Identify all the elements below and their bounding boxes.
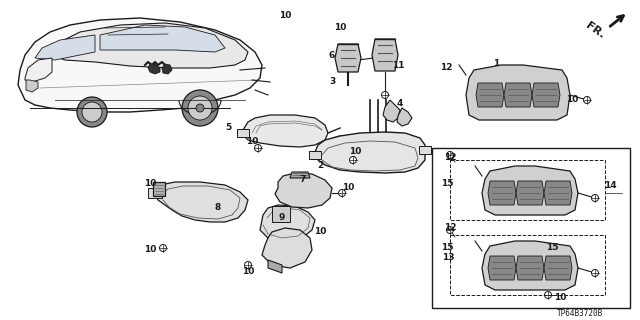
- Polygon shape: [162, 64, 172, 74]
- Text: 5: 5: [225, 123, 231, 132]
- Polygon shape: [153, 182, 165, 196]
- Polygon shape: [482, 241, 578, 290]
- Text: 10: 10: [242, 268, 254, 276]
- Text: FR.: FR.: [584, 20, 606, 40]
- Polygon shape: [35, 35, 95, 60]
- Text: 10: 10: [554, 293, 566, 302]
- Text: 10: 10: [314, 228, 326, 236]
- Text: 15: 15: [441, 179, 453, 188]
- Circle shape: [339, 189, 346, 196]
- Circle shape: [545, 292, 552, 299]
- Circle shape: [447, 151, 454, 158]
- Text: 10: 10: [279, 11, 291, 20]
- Text: 2: 2: [317, 161, 323, 170]
- Polygon shape: [482, 166, 578, 215]
- Polygon shape: [544, 181, 572, 205]
- Circle shape: [244, 261, 252, 268]
- Polygon shape: [26, 80, 38, 92]
- Text: 1: 1: [493, 59, 499, 68]
- Polygon shape: [275, 173, 332, 208]
- Text: 12: 12: [444, 154, 456, 163]
- Circle shape: [77, 97, 107, 127]
- Circle shape: [182, 90, 218, 126]
- Polygon shape: [372, 39, 398, 71]
- Text: 15: 15: [441, 244, 453, 252]
- Circle shape: [447, 227, 454, 234]
- Text: 10: 10: [342, 182, 354, 191]
- Text: 10: 10: [246, 138, 258, 147]
- Circle shape: [82, 102, 102, 122]
- Polygon shape: [335, 44, 361, 72]
- Polygon shape: [262, 228, 312, 268]
- Polygon shape: [18, 18, 262, 112]
- Text: 7: 7: [300, 175, 306, 185]
- Polygon shape: [516, 181, 544, 205]
- Text: 10: 10: [144, 245, 156, 254]
- Circle shape: [159, 244, 166, 252]
- Polygon shape: [155, 182, 248, 222]
- Text: 12: 12: [444, 223, 456, 233]
- Polygon shape: [476, 83, 504, 107]
- Text: 4: 4: [397, 99, 403, 108]
- Text: 13: 13: [442, 253, 454, 262]
- Circle shape: [349, 156, 356, 164]
- FancyBboxPatch shape: [237, 129, 249, 137]
- Text: 3: 3: [329, 77, 335, 86]
- Polygon shape: [397, 108, 412, 126]
- Circle shape: [381, 92, 388, 99]
- Text: TP64B3720B: TP64B3720B: [557, 309, 603, 318]
- Circle shape: [591, 269, 598, 276]
- Text: 10: 10: [566, 95, 578, 105]
- Polygon shape: [25, 58, 52, 82]
- Polygon shape: [243, 115, 328, 147]
- Circle shape: [591, 195, 598, 202]
- Text: 11: 11: [392, 60, 404, 69]
- Polygon shape: [290, 172, 310, 178]
- Polygon shape: [488, 256, 516, 280]
- FancyBboxPatch shape: [419, 146, 431, 154]
- Circle shape: [188, 96, 212, 120]
- Polygon shape: [268, 260, 282, 273]
- Text: 6: 6: [329, 52, 335, 60]
- Polygon shape: [315, 132, 425, 173]
- Polygon shape: [383, 100, 400, 122]
- FancyBboxPatch shape: [309, 151, 321, 159]
- Text: 9: 9: [279, 212, 285, 221]
- Text: 10: 10: [349, 148, 361, 156]
- Polygon shape: [260, 205, 315, 242]
- Text: 14: 14: [604, 180, 616, 189]
- Polygon shape: [50, 23, 248, 68]
- Polygon shape: [148, 64, 160, 74]
- Text: 8: 8: [215, 203, 221, 212]
- Text: 10: 10: [144, 179, 156, 188]
- Circle shape: [255, 145, 262, 151]
- FancyBboxPatch shape: [272, 206, 290, 222]
- FancyBboxPatch shape: [148, 188, 162, 198]
- Circle shape: [196, 104, 204, 112]
- Text: 15: 15: [546, 244, 558, 252]
- Polygon shape: [516, 256, 544, 280]
- Text: 12: 12: [440, 63, 452, 73]
- Text: 10: 10: [334, 23, 346, 33]
- Polygon shape: [532, 83, 560, 107]
- Polygon shape: [466, 65, 570, 120]
- Polygon shape: [488, 181, 516, 205]
- Polygon shape: [544, 256, 572, 280]
- Circle shape: [584, 97, 591, 103]
- Polygon shape: [504, 83, 532, 107]
- Polygon shape: [100, 25, 225, 52]
